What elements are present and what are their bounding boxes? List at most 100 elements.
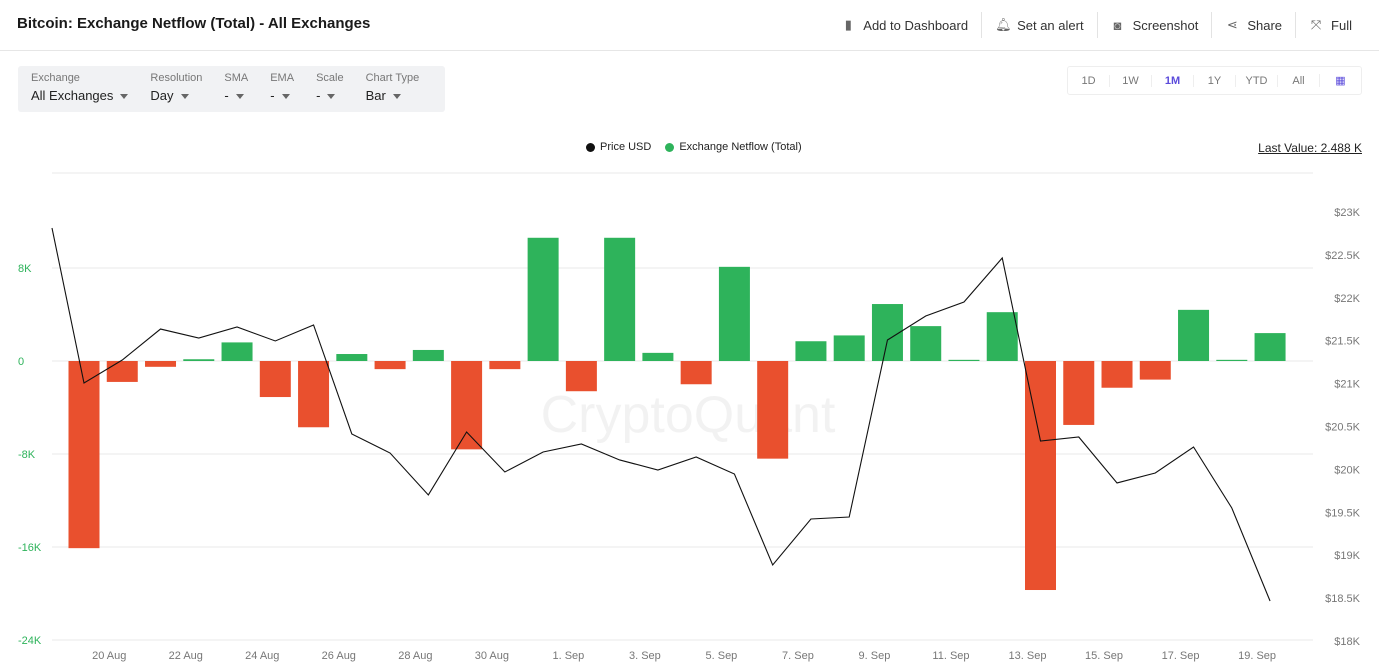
bell-icon: 🔔︎: [995, 17, 1012, 32]
share-button[interactable]: ⋖ Share: [1211, 12, 1295, 38]
netflow-bar: [106, 361, 138, 382]
exchange-value: All Exchanges: [31, 88, 128, 103]
chart-legend: Price USD Exchange Netflow (Total): [586, 141, 802, 153]
camera-icon: ◙: [1113, 17, 1122, 33]
scale-value: -: [316, 88, 344, 103]
page-title: Bitcoin: Exchange Netflow (Total) - All …: [17, 15, 371, 32]
left-tick-label: 8K: [18, 263, 32, 275]
resolution-value: Day: [150, 88, 202, 103]
calendar-icon: ▦: [1335, 75, 1346, 87]
legend-price-label: Price USD: [600, 141, 652, 153]
fullscreen-button[interactable]: ⤧ Full: [1295, 12, 1365, 38]
netflow-bar: [259, 361, 291, 398]
chart-type-value: Bar: [366, 88, 420, 103]
right-tick-label: $19.5K: [1325, 507, 1361, 519]
range-1m[interactable]: 1M: [1151, 74, 1193, 87]
scale-label: Scale: [316, 72, 344, 84]
right-tick-label: $21K: [1334, 379, 1360, 391]
netflow-bar: [183, 359, 215, 361]
netflow-bar: [527, 237, 559, 361]
x-tick-label: 20 Aug: [92, 650, 126, 662]
netflow-bar: [221, 342, 253, 361]
legend-price[interactable]: Price USD: [586, 141, 651, 153]
ema-select[interactable]: EMA -: [270, 72, 294, 112]
netflow-bar: [298, 361, 330, 428]
left-tick-label: -24K: [18, 635, 42, 647]
exchange-select[interactable]: Exchange All Exchanges: [31, 72, 128, 112]
x-tick-label: 7. Sep: [782, 650, 814, 662]
fullscreen-label: Full: [1331, 17, 1352, 33]
x-tick-label: 22 Aug: [169, 650, 203, 662]
resolution-label: Resolution: [150, 72, 203, 84]
chart-type-label: Chart Type: [365, 72, 420, 84]
right-tick-label: $18.5K: [1325, 593, 1361, 605]
right-tick-label: $18K: [1334, 636, 1360, 648]
netflow-bar: [1025, 361, 1056, 591]
netflow-bar: [145, 361, 177, 367]
netflow-bar: [451, 361, 483, 450]
netflow-bar: [718, 266, 750, 361]
x-tick-label: 19. Sep: [1238, 650, 1276, 662]
range-1y[interactable]: 1Y: [1193, 74, 1235, 87]
price-dot-icon: [586, 142, 595, 152]
netflow-bar: [833, 335, 865, 361]
calendar-button[interactable]: ▦: [1319, 74, 1361, 87]
resolution-select[interactable]: Resolution Day: [150, 72, 202, 112]
set-alert-button[interactable]: 🔔︎ Set an alert: [981, 12, 1097, 38]
watermark: CryptoQuant: [541, 386, 836, 444]
netflow-bar: [757, 361, 789, 459]
legend-netflow[interactable]: Exchange Netflow (Total): [665, 141, 802, 153]
ema-label: EMA: [270, 72, 295, 84]
netflow-dot-icon: [665, 142, 675, 152]
screenshot-button[interactable]: ◙ Screenshot: [1096, 12, 1212, 38]
chart-controls: Exchange All Exchanges Resolution Day SMA -…: [18, 66, 445, 112]
netflow-bar: [986, 312, 1018, 361]
range-ytd[interactable]: YTD: [1235, 74, 1277, 87]
netflow-bar: [1063, 361, 1095, 425]
x-tick-label: 3. Sep: [629, 650, 661, 662]
legend-netflow-label: Exchange Netflow (Total): [679, 141, 802, 153]
netflow-bar: [1216, 359, 1248, 361]
left-tick-label: -8K: [18, 449, 36, 461]
range-all[interactable]: All: [1277, 74, 1319, 87]
x-tick-label: 11. Sep: [932, 650, 969, 662]
range-1d[interactable]: 1D: [1081, 74, 1096, 87]
right-tick-label: $19K: [1334, 550, 1360, 562]
left-tick-label: 0: [18, 356, 24, 368]
chart-type-select[interactable]: Chart Type Bar: [366, 72, 420, 112]
last-value: Last Value: 2.488 K: [1258, 141, 1362, 155]
x-tick-label: 24 Aug: [245, 650, 279, 662]
netflow-bar: [1178, 309, 1210, 361]
right-tick-label: $23K: [1334, 207, 1360, 219]
sma-value: -: [224, 88, 248, 103]
right-tick-label: $21.5K: [1325, 336, 1361, 348]
netflow-bar: [795, 341, 827, 361]
x-tick-label: 26 Aug: [322, 650, 356, 662]
left-tick-label: -16K: [18, 542, 42, 554]
add-to-dashboard-label: Add to Dashboard: [863, 17, 969, 33]
scale-select[interactable]: Scale -: [316, 72, 344, 112]
netflow-bar: [680, 361, 712, 385]
sma-select[interactable]: SMA -: [224, 72, 248, 112]
netflow-bar: [1101, 361, 1133, 388]
x-tick-label: 5. Sep: [706, 650, 738, 662]
range-selector: 1D 1W 1M 1Y YTD All ▦: [1067, 66, 1362, 95]
sma-label: SMA: [224, 72, 249, 84]
right-tick-label: $20.5K: [1325, 422, 1361, 434]
right-tick-label: $22.5K: [1325, 250, 1361, 262]
range-1w[interactable]: 1W: [1109, 74, 1151, 87]
fullscreen-icon: ⤧: [1310, 17, 1322, 32]
netflow-bar: [642, 352, 674, 361]
netflow-bar: [565, 361, 597, 392]
x-tick-label: 9. Sep: [859, 650, 891, 662]
price-line: [51, 227, 1271, 602]
bookmark-icon: ▮: [844, 17, 852, 32]
netflow-bar: [1254, 333, 1286, 361]
right-tick-label: $20K: [1334, 464, 1360, 476]
x-tick-label: 1. Sep: [552, 650, 584, 662]
add-to-dashboard-button[interactable]: ▮ Add to Dashboard: [828, 12, 981, 38]
share-icon: ⋖: [1226, 17, 1238, 32]
ema-value: -: [270, 88, 294, 103]
share-label: Share: [1247, 17, 1283, 33]
header: Bitcoin: Exchange Netflow (Total) - All …: [0, 0, 1379, 51]
